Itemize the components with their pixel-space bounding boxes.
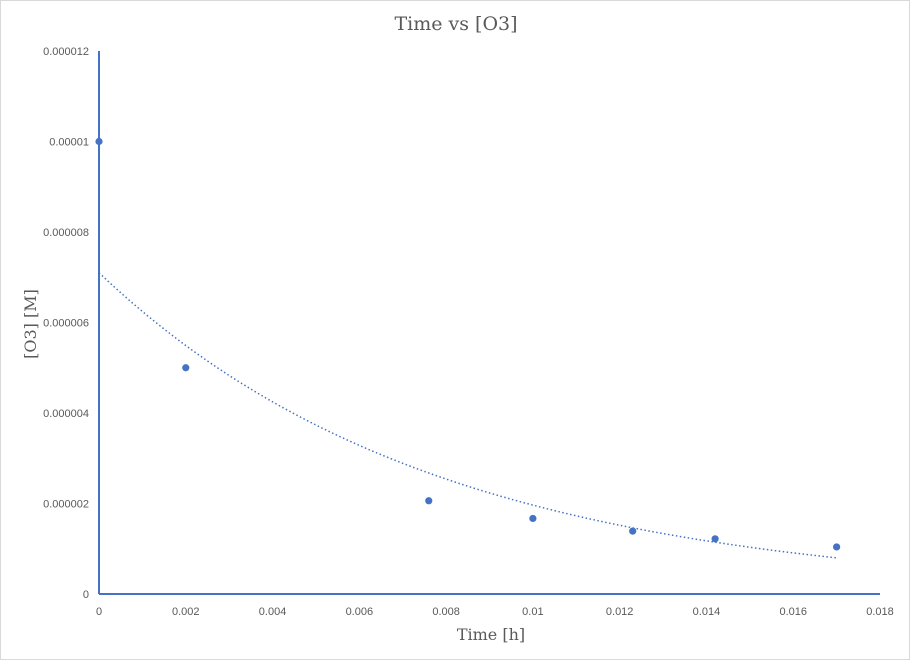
x-tick-label: 0.016: [779, 606, 807, 618]
chart-title: Time vs [O3]: [394, 13, 517, 35]
x-tick-label: 0.002: [172, 606, 200, 618]
x-tick-label: 0.012: [606, 606, 634, 618]
y-axis-title: [O3] [M]: [21, 289, 40, 359]
x-tick-label: 0.014: [693, 606, 721, 618]
y-tick-label: 0.000006: [43, 318, 89, 330]
trendline: [98, 272, 837, 559]
y-tick-label: 0.000004: [43, 408, 89, 420]
x-tick-label: 0.008: [432, 606, 460, 618]
y-tick-label: 0.000012: [43, 46, 89, 58]
x-tick-label: 0.004: [259, 606, 287, 618]
x-tick-label: 0: [96, 606, 102, 618]
data-point: [711, 535, 719, 543]
y-tick-label: 0.00001: [49, 137, 89, 149]
y-tick-label: 0.000002: [43, 499, 89, 511]
x-tick-label: 0.01: [522, 606, 543, 618]
data-point: [833, 543, 841, 551]
data-point: [629, 527, 637, 535]
y-tick-label: 0: [83, 589, 89, 601]
plot-layer: 0 0.002 0.004 0.006 0.008 0.01 0.012 0.014 0.016…: [43, 46, 894, 618]
data-point: [182, 364, 190, 372]
x-tick-label: 0.018: [866, 606, 894, 618]
x-tick-label: 0.006: [346, 606, 374, 618]
data-point: [529, 514, 537, 523]
y-tick-label: 0.000008: [43, 227, 89, 239]
data-point: [95, 137, 103, 146]
data-point: [425, 497, 433, 505]
x-axis-title: Time [h]: [457, 625, 525, 644]
